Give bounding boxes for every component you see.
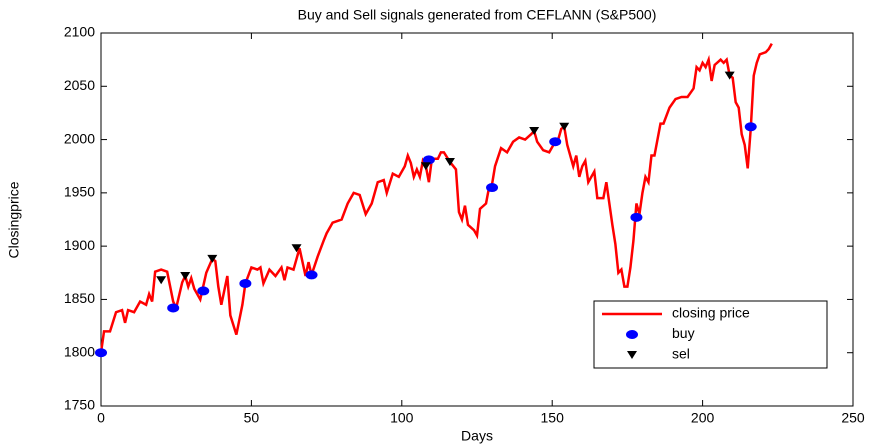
legend-label: buy (672, 325, 695, 341)
x-tick-label: 50 (244, 410, 260, 426)
x-tick-label: 150 (541, 410, 565, 426)
price-line (99, 43, 773, 353)
sell-marker (724, 71, 735, 80)
y-tick-label: 1850 (64, 290, 95, 306)
y-axis-label: Closingprice (6, 181, 22, 258)
y-tick-label: 1950 (64, 184, 95, 200)
legend-marker (627, 351, 637, 359)
y-tick-label: 2050 (64, 77, 95, 93)
y-tick-label: 1900 (64, 237, 95, 253)
buy-marker (197, 286, 210, 296)
y-tick-label: 1750 (64, 397, 95, 413)
sell-marker (559, 122, 570, 131)
buy-marker (95, 348, 107, 358)
plot-frame (100, 32, 854, 407)
sell-marker (529, 127, 540, 136)
legend-marker (626, 330, 638, 339)
buy-marker (549, 137, 562, 147)
x-tick-label: 0 (97, 410, 105, 426)
chart-title: Buy and Sell signals generated from CEFL… (298, 7, 657, 23)
x-tick-label: 250 (841, 410, 865, 426)
buy-marker (422, 155, 435, 165)
buy-marker (630, 212, 643, 222)
x-tick-label: 100 (390, 410, 414, 426)
buy-marker (486, 183, 499, 193)
x-tick-label: 200 (691, 410, 715, 426)
y-tick-label: 2000 (64, 130, 95, 146)
sell-marker (420, 162, 431, 171)
buy-marker (239, 278, 252, 288)
legend-label: closing price (672, 305, 750, 321)
sell-marker (444, 157, 455, 166)
buy-marker (167, 303, 180, 313)
buy-marker (744, 122, 757, 132)
buy-marker (305, 270, 318, 280)
sell-marker (207, 254, 218, 263)
x-axis-label: Days (461, 428, 493, 444)
sell-marker (291, 244, 302, 253)
y-tick-label: 2100 (64, 24, 95, 40)
sell-marker (156, 276, 167, 285)
y-tick-label: 1800 (64, 343, 95, 359)
sell-marker (180, 271, 191, 280)
legend-label: sel (672, 346, 690, 362)
